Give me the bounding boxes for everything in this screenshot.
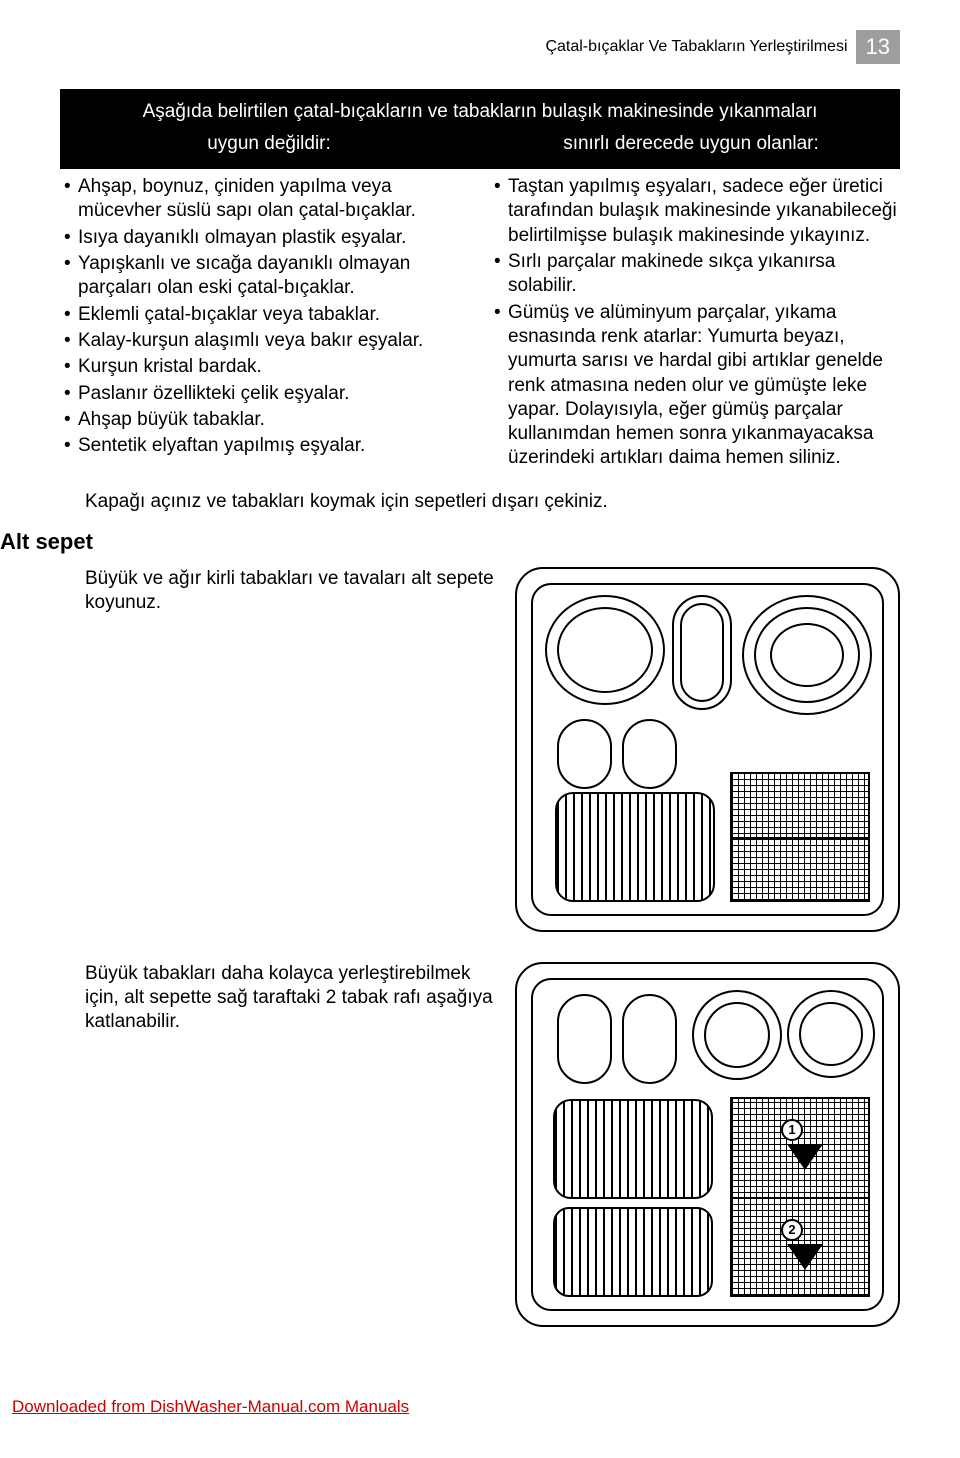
list-item: Sırlı parçalar makinede sıkça yıkanırsa … bbox=[490, 250, 900, 299]
arrow-down-icon bbox=[787, 1244, 823, 1270]
diagram-basket-full bbox=[515, 567, 900, 932]
page-number: 13 bbox=[856, 30, 900, 64]
list-item: Ahşap, boynuz, çiniden yapılma veya müce… bbox=[60, 175, 470, 224]
callout-number: 1 bbox=[781, 1119, 803, 1141]
arrow-down-icon bbox=[787, 1144, 823, 1170]
list-item: Yapışkanlı ve sıcağa dayanıklı olmayan p… bbox=[60, 252, 470, 301]
header-title: Çatal-bıçaklar Ve Tabakların Yerleştiril… bbox=[545, 38, 847, 56]
instruction-text: Kapağı açınız ve tabakları koymak için s… bbox=[60, 491, 900, 513]
list-item: Ahşap büyük tabaklar. bbox=[60, 408, 470, 432]
two-column-lists: Ahşap, boynuz, çiniden yapılma veya müce… bbox=[60, 175, 900, 473]
warning-right-heading: sınırlı derecede uygun olanlar: bbox=[500, 133, 882, 155]
section-label: Alt sepet bbox=[0, 529, 110, 555]
warning-left-heading: uygun değildir: bbox=[78, 133, 460, 155]
callout-number: 2 bbox=[781, 1219, 803, 1241]
footer-source-link[interactable]: Downloaded from DishWasher-Manual.com Ma… bbox=[12, 1397, 409, 1417]
warning-title: Aşağıda belirtilen çatal-bıçakların ve t… bbox=[78, 101, 882, 123]
right-list: Taştan yapılmış eşyaları, sadece eğer ür… bbox=[490, 175, 900, 471]
diagram-basket-fold: 1 2 bbox=[515, 962, 900, 1327]
warning-box: Aşağıda belirtilen çatal-bıçakların ve t… bbox=[60, 89, 900, 169]
page-header: Çatal-bıçaklar Ve Tabakların Yerleştiril… bbox=[60, 30, 900, 64]
list-item: Eklemli çatal-bıçaklar veya tabaklar. bbox=[60, 303, 470, 327]
left-list: Ahşap, boynuz, çiniden yapılma veya müce… bbox=[60, 175, 470, 458]
list-item: Kurşun kristal bardak. bbox=[60, 355, 470, 379]
section-text-1: Büyük ve ağır kirli tabakları ve tavalar… bbox=[60, 567, 495, 616]
list-item: Sentetik elyaftan yapılmış eşyalar. bbox=[60, 434, 470, 458]
list-item: Paslanır özellikteki çelik eşyalar. bbox=[60, 382, 470, 406]
section-text-2: Büyük tabakları daha kolayca yerleştireb… bbox=[60, 962, 495, 1035]
list-item: Kalay-kurşun alaşımlı veya bakır eşyalar… bbox=[60, 329, 470, 353]
list-item: Taştan yapılmış eşyaları, sadece eğer ür… bbox=[490, 175, 900, 248]
list-item: Isıya dayanıklı olmayan plastik eşyalar. bbox=[60, 226, 470, 250]
list-item: Gümüş ve alüminyum parçalar, yıkama esna… bbox=[490, 301, 900, 471]
